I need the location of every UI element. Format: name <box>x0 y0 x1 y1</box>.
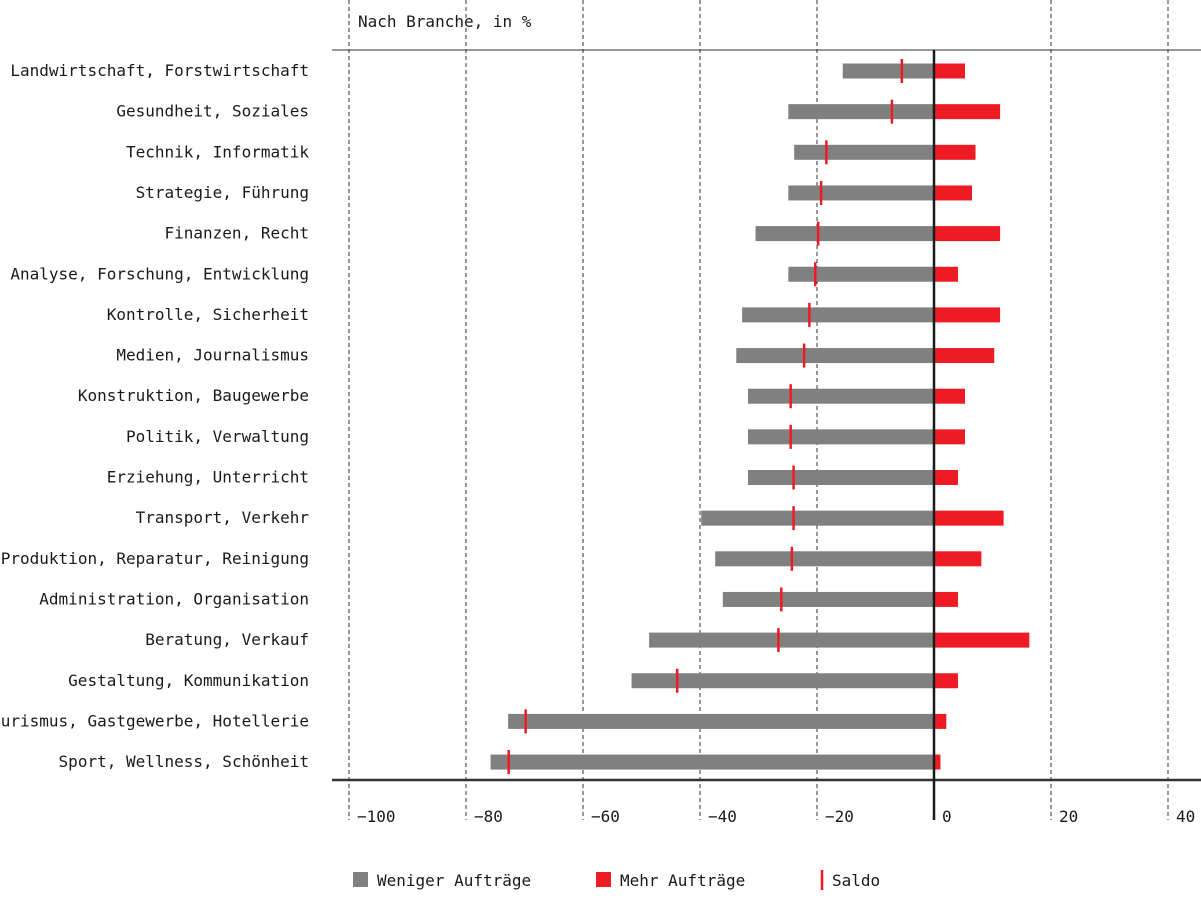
bar-mehr <box>934 185 973 201</box>
bar-weniger <box>788 104 934 120</box>
bar-weniger <box>742 307 934 323</box>
axes <box>332 49 1201 820</box>
x-tick-label: 40 <box>1176 807 1195 826</box>
legend-label-saldo: Saldo <box>832 871 880 890</box>
bar-mehr <box>934 713 947 729</box>
bar-weniger <box>755 226 934 242</box>
bar-weniger <box>747 470 934 485</box>
bar-weniger <box>490 754 934 770</box>
bar-weniger <box>701 510 934 526</box>
bar-mehr <box>934 754 941 770</box>
category-label: Kontrolle, Sicherheit <box>107 305 309 324</box>
bar-mehr <box>934 63 966 79</box>
x-tick-label: −100 <box>357 807 396 826</box>
category-label: Finanzen, Recht <box>165 224 310 243</box>
bar-weniger <box>747 388 934 404</box>
category-label: Landwirtschaft, Forstwirtschaft <box>10 61 309 80</box>
bar-weniger <box>788 185 934 201</box>
x-tick-label: −60 <box>591 807 620 826</box>
bar-mehr <box>934 591 958 607</box>
x-tick-label: −20 <box>825 807 854 826</box>
category-label: Gestaltung, Kommunikation <box>68 671 309 690</box>
bar-weniger <box>631 673 934 689</box>
category-label: Strategie, Führung <box>136 183 309 202</box>
category-label: Beratung, Verkauf <box>145 630 309 649</box>
bar-weniger <box>747 429 934 445</box>
legend-label-weniger: Weniger Aufträge <box>377 871 531 890</box>
bar-weniger <box>736 348 934 364</box>
bar-mehr <box>934 470 958 485</box>
category-label: Sport, Wellness, Schönheit <box>59 752 309 771</box>
category-label: Erziehung, Unterricht <box>107 468 309 487</box>
chart-title: Nach Branche, in % <box>358 12 532 31</box>
category-label: Politik, Verwaltung <box>126 427 309 446</box>
bar-mehr <box>934 429 966 445</box>
category-label: Produktion, Reparatur, Reinigung <box>1 549 309 568</box>
bar-mehr <box>934 144 976 160</box>
bars <box>490 59 1030 775</box>
bar-weniger <box>508 713 934 729</box>
category-labels: Landwirtschaft, Forstwirtschaft Gesundhei… <box>0 61 309 771</box>
bar-weniger <box>722 591 934 607</box>
grid-lines <box>348 0 1169 820</box>
bar-mehr <box>934 510 1004 526</box>
category-label: Analyse, Forschung, Entwicklung <box>10 264 309 283</box>
category-label: Tourismus, Gastgewerbe, Hotellerie <box>0 711 309 730</box>
category-label: Administration, Organisation <box>39 589 309 608</box>
bar-weniger <box>715 551 934 567</box>
bar-weniger <box>649 632 934 648</box>
category-label: Medien, Journalismus <box>116 346 309 365</box>
bar-mehr <box>934 551 982 567</box>
legend-swatch-mehr <box>596 872 611 887</box>
category-label: Technik, Informatik <box>126 142 309 161</box>
bar-weniger <box>794 144 934 160</box>
category-label: Transport, Verkehr <box>136 508 310 527</box>
x-tick-label: 20 <box>1059 807 1078 826</box>
x-tick-label: −80 <box>474 807 503 826</box>
bar-mehr <box>934 388 966 404</box>
bar-weniger <box>788 266 934 282</box>
x-tick-label: 0 <box>942 807 952 826</box>
category-label: Gesundheit, Soziales <box>116 102 309 121</box>
bar-mehr <box>934 104 1001 120</box>
tick-labels: −100 −80 −60 −40 −20 0 20 40 <box>357 807 1195 826</box>
bar-mehr <box>934 348 995 364</box>
bar-mehr <box>934 266 958 282</box>
bar-mehr <box>934 307 1001 323</box>
category-label: Konstruktion, Baugewerbe <box>78 386 309 405</box>
legend-swatch-weniger <box>353 872 368 887</box>
legend: Weniger Aufträge Mehr Aufträge Saldo <box>353 870 880 890</box>
bar-mehr <box>934 632 1030 648</box>
bar-mehr <box>934 673 958 689</box>
legend-label-mehr: Mehr Aufträge <box>620 871 745 890</box>
bar-mehr <box>934 226 1001 242</box>
x-tick-label: −40 <box>708 807 737 826</box>
bar-weniger <box>842 63 934 79</box>
